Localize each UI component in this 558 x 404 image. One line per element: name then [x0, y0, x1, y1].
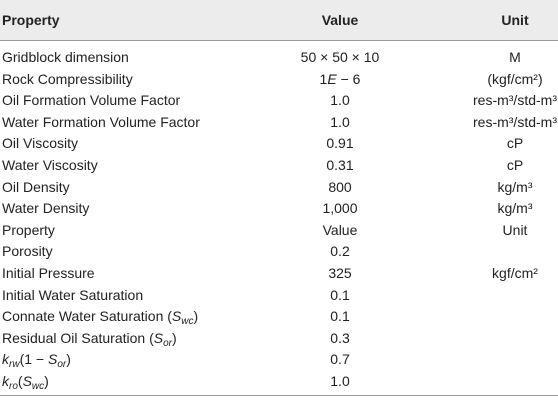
table-cell: 800 — [328, 178, 352, 195]
table-cell: Unit — [502, 221, 528, 238]
text-segment: ) — [66, 351, 71, 368]
header-row: Property Value Unit — [0, 0, 558, 41]
text-segment: rw — [9, 359, 20, 371]
table-cell: Porosity — [2, 243, 53, 260]
table-cell: 1.0 — [330, 92, 350, 109]
table-cell: 1,000 — [322, 200, 358, 217]
table-cell: Oil Density — [2, 178, 70, 195]
text-segment: or — [57, 359, 67, 371]
text-segment: (1 − — [19, 351, 48, 368]
table-cell: 50 × 50 × 10 — [300, 49, 380, 65]
table-row: Residual Oil Saturation (Sor) 0.3 — [0, 328, 558, 350]
table-cell: cP — [506, 135, 524, 152]
table-cell: Initial Pressure — [2, 265, 95, 281]
table-row: Oil Viscosity 0.91 cP — [0, 133, 558, 155]
text-segment: S — [22, 373, 32, 389]
table-cell: krw(1 − Sor) — [2, 349, 264, 376]
table-cell: Water Viscosity — [2, 157, 98, 173]
table-cell: 0.1 — [330, 308, 350, 325]
table-row: Initial Pressure 325 kgf/cm² — [0, 263, 558, 285]
table-cell: 1E − 6 — [265, 69, 415, 91]
table-cell: 0.3 — [330, 329, 350, 346]
header-cell: Value — [321, 12, 359, 28]
table-row: Initial Water Saturation 0.1 — [0, 285, 558, 307]
table-row: Water Viscosity 0.31 cP — [0, 155, 558, 177]
table-cell: Water Formation Volume Factor — [2, 113, 200, 130]
header-cell: Property — [2, 12, 60, 28]
table-cell: cP — [506, 157, 524, 173]
table-row: Rock Compressibility 1E − 6 (kgf/cm²) — [0, 69, 558, 91]
table-cell: Water Density — [2, 200, 90, 217]
table-row: Property Value Unit — [0, 220, 558, 242]
table-row: Oil Formation Volume Factor 1.0 res-m³/std… — [0, 90, 558, 112]
table-cell: kgf/cm² — [492, 265, 538, 281]
table-cell: Oil Formation Volume Factor — [2, 92, 181, 109]
text-segment: Connate Water Saturation ( — [2, 308, 172, 325]
text-segment: ) — [44, 373, 49, 389]
table-cell: Property — [2, 221, 55, 238]
table-cell: kro(Swc) — [2, 371, 264, 398]
table-cell: kg/m³ — [497, 200, 533, 217]
text-segment: S — [171, 308, 182, 325]
table-cell: 1.0 — [330, 373, 350, 389]
table-cell: Initial Water Saturation — [2, 286, 144, 303]
text-segment: S — [47, 351, 58, 368]
bottom-rule — [0, 395, 558, 396]
table-cell: 0.31 — [326, 157, 354, 173]
table-cell: 1.0 — [330, 113, 350, 130]
table-cell: Rock Compressibility — [2, 70, 133, 87]
table-cell: 0.91 — [326, 135, 354, 152]
text-segment: E — [327, 70, 337, 87]
text-segment: k — [2, 351, 9, 368]
table-row: Oil Density 800 kg/m³ — [0, 177, 558, 199]
table-cell: kg/m³ — [497, 178, 533, 195]
text-segment: S — [153, 329, 164, 346]
table-row: Water Formation Volume Factor 1.0 res-m³/s… — [0, 112, 558, 134]
text-segment: wc — [181, 316, 194, 328]
table-row: Porosity 0.2 — [0, 241, 558, 263]
text-segment: 1 — [319, 70, 328, 87]
text-segment: wc — [31, 381, 45, 392]
text-segment: ) — [193, 308, 199, 325]
table-row: kro(Swc) 1.0 — [0, 371, 558, 393]
header-cell: Unit — [501, 12, 529, 28]
table-cell: 325 — [328, 265, 352, 281]
table-cell: res-m³/std-m³ — [473, 113, 557, 130]
text-segment: − 6 — [336, 70, 361, 87]
table-cell: 0.1 — [330, 286, 350, 303]
table-cell: Connate Water Saturation (Swc) — [2, 306, 264, 333]
table-cell: 0.2 — [330, 243, 350, 260]
table-cell: 0.7 — [330, 351, 350, 368]
table-row: krw(1 − Sor) 0.7 — [0, 349, 558, 371]
table-row: Water Density 1,000 kg/m³ — [0, 198, 558, 220]
table-cell: Value — [322, 221, 358, 238]
table-row: Gridblock dimension 50 × 50 × 10 M — [0, 47, 558, 69]
text-segment: or — [163, 337, 172, 349]
table-cell: Gridblock dimension — [2, 49, 129, 65]
table-cell: Residual Oil Saturation (Sor) — [2, 328, 264, 355]
table-row: Connate Water Saturation (Swc) 0.1 — [0, 306, 558, 328]
text-segment: Residual Oil Saturation ( — [2, 329, 154, 346]
table-cell: res-m³/std-m³ — [473, 92, 557, 109]
table-cell: (kgf/cm²) — [487, 70, 543, 87]
text-segment: ( — [17, 373, 23, 389]
text-segment: ro — [9, 381, 18, 392]
text-segment: ) — [172, 329, 177, 346]
table-cell: M — [509, 49, 521, 65]
text-segment: k — [2, 373, 9, 389]
table-cell: Oil Viscosity — [2, 135, 78, 152]
